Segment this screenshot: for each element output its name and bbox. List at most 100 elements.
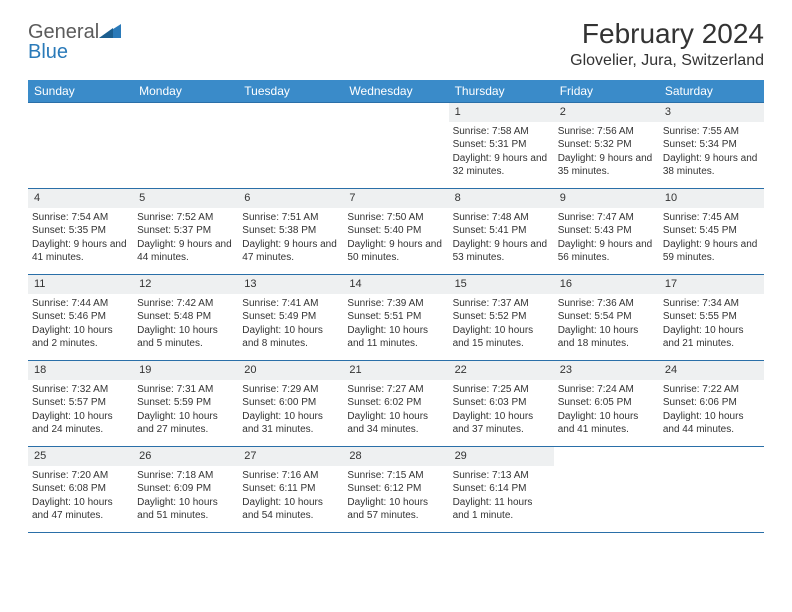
daylight-line: Daylight: 10 hours and 44 minutes.	[663, 410, 760, 437]
daylight-line: Daylight: 10 hours and 24 minutes.	[32, 410, 129, 437]
day-number: 8	[449, 189, 554, 208]
day-info: Sunrise: 7:31 AMSunset: 5:59 PMDaylight:…	[137, 383, 234, 437]
day-info: Sunrise: 7:56 AMSunset: 5:32 PMDaylight:…	[558, 125, 655, 179]
daylight-line: Daylight: 9 hours and 47 minutes.	[242, 238, 339, 265]
daylight-line: Daylight: 10 hours and 31 minutes.	[242, 410, 339, 437]
logo-word2: Blue	[28, 41, 68, 63]
sunrise-line: Sunrise: 7:25 AM	[453, 383, 550, 397]
sunrise-line: Sunrise: 7:29 AM	[242, 383, 339, 397]
sunset-line: Sunset: 5:49 PM	[242, 310, 339, 324]
daylight-line: Daylight: 9 hours and 53 minutes.	[453, 238, 550, 265]
calendar-cell: 22Sunrise: 7:25 AMSunset: 6:03 PMDayligh…	[449, 360, 554, 446]
calendar-cell: 14Sunrise: 7:39 AMSunset: 5:51 PMDayligh…	[343, 274, 448, 360]
sunrise-line: Sunrise: 7:55 AM	[663, 125, 760, 139]
calendar: SundayMondayTuesdayWednesdayThursdayFrid…	[28, 80, 764, 533]
calendar-cell: 20 Sunrise: 7:29 AMSunset: 6:00 PMDayligh…	[238, 360, 343, 446]
day-info: Sunrise: 7:32 AMSunset: 5:57 PMDaylight:…	[32, 383, 129, 437]
day-info: Sunrise: 7:13 AMSunset: 6:14 PMDaylight:…	[453, 469, 550, 523]
sunset-line: Sunset: 6:14 PM	[453, 482, 550, 496]
daylight-line: Daylight: 10 hours and 18 minutes.	[558, 324, 655, 351]
sunset-line: Sunset: 5:46 PM	[32, 310, 129, 324]
day-number: 10	[659, 189, 764, 208]
day-number: 12	[133, 275, 238, 294]
calendar-cell: 18Sunrise: 7:32 AMSunset: 5:57 PMDayligh…	[28, 360, 133, 446]
sunrise-line: Sunrise: 7:51 AM	[242, 211, 339, 225]
calendar-cell: 13Sunrise: 7:41 AMSunset: 5:49 PMDayligh…	[238, 274, 343, 360]
day-number: 25	[28, 447, 133, 466]
sunset-line: Sunset: 5:51 PM	[347, 310, 444, 324]
sunset-line: Sunset: 5:48 PM	[137, 310, 234, 324]
sunset-line: Sunset: 6:08 PM	[32, 482, 129, 496]
calendar-cell: 29 Sunrise: 7:13 AMSunset: 6:14 PMDayligh…	[449, 446, 554, 532]
sunset-line: Sunset: 5:41 PM	[453, 224, 550, 238]
day-info: Sunrise: 7:48 AMSunset: 5:41 PMDaylight:…	[453, 211, 550, 265]
day-number: 20	[238, 361, 343, 380]
calendar-cell: 27 Sunrise: 7:16 AMSunset: 6:11 PMDayligh…	[238, 446, 343, 532]
calendar-cell: 8 Sunrise: 7:48 AMSunset: 5:41 PMDaylight…	[449, 188, 554, 274]
daylight-line: Daylight: 9 hours and 41 minutes.	[32, 238, 129, 265]
day-header: Wednesday	[343, 80, 448, 102]
day-info: Sunrise: 7:25 AMSunset: 6:03 PMDaylight:…	[453, 383, 550, 437]
sunset-line: Sunset: 5:35 PM	[32, 224, 129, 238]
day-info: Sunrise: 7:18 AMSunset: 6:09 PMDaylight:…	[137, 469, 234, 523]
day-number: 5	[133, 189, 238, 208]
daylight-line: Daylight: 10 hours and 41 minutes.	[558, 410, 655, 437]
day-number: 11	[28, 275, 133, 294]
sunrise-line: Sunrise: 7:36 AM	[558, 297, 655, 311]
sunrise-line: Sunrise: 7:20 AM	[32, 469, 129, 483]
daylight-line: Daylight: 10 hours and 11 minutes.	[347, 324, 444, 351]
logo: General Blue	[28, 18, 121, 62]
calendar-cell: 9Sunrise: 7:47 AMSunset: 5:43 PMDaylight…	[554, 188, 659, 274]
sunrise-line: Sunrise: 7:47 AM	[558, 211, 655, 225]
sunrise-line: Sunrise: 7:16 AM	[242, 469, 339, 483]
daylight-line: Daylight: 10 hours and 51 minutes.	[137, 496, 234, 523]
sunset-line: Sunset: 6:05 PM	[558, 396, 655, 410]
day-info: Sunrise: 7:27 AMSunset: 6:02 PMDaylight:…	[347, 383, 444, 437]
calendar-cell: 10 Sunrise: 7:45 AMSunset: 5:45 PMDayligh…	[659, 188, 764, 274]
calendar-cell: .	[554, 446, 659, 532]
day-info: Sunrise: 7:54 AMSunset: 5:35 PMDaylight:…	[32, 211, 129, 265]
sunrise-line: Sunrise: 7:15 AM	[347, 469, 444, 483]
day-number: 1	[449, 103, 554, 122]
daylight-line: Daylight: 10 hours and 47 minutes.	[32, 496, 129, 523]
calendar-cell: 2Sunrise: 7:56 AMSunset: 5:32 PMDaylight…	[554, 102, 659, 188]
day-number: 24	[659, 361, 764, 380]
sunrise-line: Sunrise: 7:45 AM	[663, 211, 760, 225]
day-info: Sunrise: 7:39 AMSunset: 5:51 PMDaylight:…	[347, 297, 444, 351]
sunset-line: Sunset: 5:32 PM	[558, 138, 655, 152]
title-block: February 2024 Glovelier, Jura, Switzerla…	[570, 18, 764, 70]
day-info: Sunrise: 7:16 AMSunset: 6:11 PMDaylight:…	[242, 469, 339, 523]
day-number: 21	[343, 361, 448, 380]
sunrise-line: Sunrise: 7:32 AM	[32, 383, 129, 397]
day-number: 27	[238, 447, 343, 466]
calendar-cell: .	[343, 102, 448, 188]
day-info: Sunrise: 7:45 AMSunset: 5:45 PMDaylight:…	[663, 211, 760, 265]
sunset-line: Sunset: 5:57 PM	[32, 396, 129, 410]
daylight-line: Daylight: 9 hours and 56 minutes.	[558, 238, 655, 265]
sunrise-line: Sunrise: 7:22 AM	[663, 383, 760, 397]
calendar-cell: 28Sunrise: 7:15 AMSunset: 6:12 PMDayligh…	[343, 446, 448, 532]
day-header: Friday	[554, 80, 659, 102]
sunset-line: Sunset: 5:40 PM	[347, 224, 444, 238]
day-info: Sunrise: 7:42 AMSunset: 5:48 PMDaylight:…	[137, 297, 234, 351]
calendar-cell: .	[659, 446, 764, 532]
calendar-cell: 19Sunrise: 7:31 AMSunset: 5:59 PMDayligh…	[133, 360, 238, 446]
sunset-line: Sunset: 5:45 PM	[663, 224, 760, 238]
calendar-cell: 12 Sunrise: 7:42 AMSunset: 5:48 PMDayligh…	[133, 274, 238, 360]
sunset-line: Sunset: 6:00 PM	[242, 396, 339, 410]
daylight-line: Daylight: 9 hours and 50 minutes.	[347, 238, 444, 265]
sunset-line: Sunset: 5:37 PM	[137, 224, 234, 238]
day-number: 7	[343, 189, 448, 208]
calendar-cell: 4Sunrise: 7:54 AMSunset: 5:35 PMDaylight…	[28, 188, 133, 274]
day-number: 29	[449, 447, 554, 466]
day-info: Sunrise: 7:37 AMSunset: 5:52 PMDaylight:…	[453, 297, 550, 351]
sunset-line: Sunset: 5:43 PM	[558, 224, 655, 238]
day-number: 3	[659, 103, 764, 122]
calendar-cell: 5Sunrise: 7:52 AMSunset: 5:37 PMDaylight…	[133, 188, 238, 274]
daylight-line: Daylight: 10 hours and 8 minutes.	[242, 324, 339, 351]
sunset-line: Sunset: 5:52 PM	[453, 310, 550, 324]
calendar-cell: 11Sunrise: 7:44 AMSunset: 5:46 PMDayligh…	[28, 274, 133, 360]
day-number: 28	[343, 447, 448, 466]
calendar-cell: 16Sunrise: 7:36 AMSunset: 5:54 PMDayligh…	[554, 274, 659, 360]
day-info: Sunrise: 7:20 AMSunset: 6:08 PMDaylight:…	[32, 469, 129, 523]
